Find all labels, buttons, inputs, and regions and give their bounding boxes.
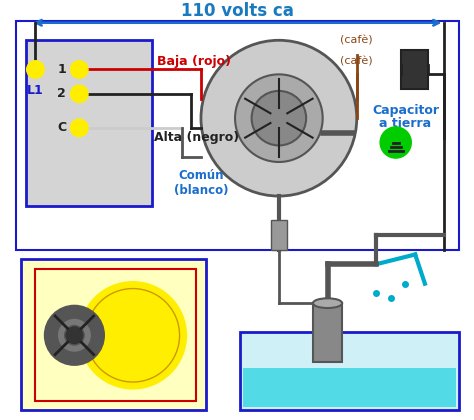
Bar xyxy=(26,40,152,206)
Circle shape xyxy=(71,119,88,136)
Circle shape xyxy=(201,40,357,196)
Circle shape xyxy=(380,127,411,158)
Circle shape xyxy=(252,91,306,145)
Text: 2: 2 xyxy=(57,87,66,100)
Bar xyxy=(271,220,287,249)
Bar xyxy=(401,50,428,89)
Text: a tierra: a tierra xyxy=(379,117,431,130)
Circle shape xyxy=(45,306,104,365)
Circle shape xyxy=(235,74,323,162)
Circle shape xyxy=(71,85,88,102)
Bar xyxy=(16,21,459,249)
Circle shape xyxy=(27,61,44,78)
Bar xyxy=(240,332,459,410)
Circle shape xyxy=(79,282,186,389)
Text: (cafè): (cafè) xyxy=(340,35,373,45)
Text: L1: L1 xyxy=(27,84,44,97)
Text: 110 volts ca: 110 volts ca xyxy=(181,2,293,20)
Text: Alta (negro): Alta (negro) xyxy=(154,131,239,144)
Circle shape xyxy=(71,61,88,78)
Bar xyxy=(243,368,456,407)
Text: C: C xyxy=(57,121,66,134)
Circle shape xyxy=(57,318,92,353)
Circle shape xyxy=(64,326,84,345)
Text: Común
(blanco): Común (blanco) xyxy=(174,169,228,197)
Text: Capacitor: Capacitor xyxy=(372,104,439,117)
Circle shape xyxy=(86,289,180,382)
Text: 1: 1 xyxy=(57,63,66,76)
Bar xyxy=(36,269,196,401)
Bar xyxy=(21,259,206,410)
Text: (cafè): (cafè) xyxy=(340,57,373,66)
Bar xyxy=(313,303,342,362)
Ellipse shape xyxy=(313,298,342,308)
Text: Baja (rojo): Baja (rojo) xyxy=(157,55,231,68)
